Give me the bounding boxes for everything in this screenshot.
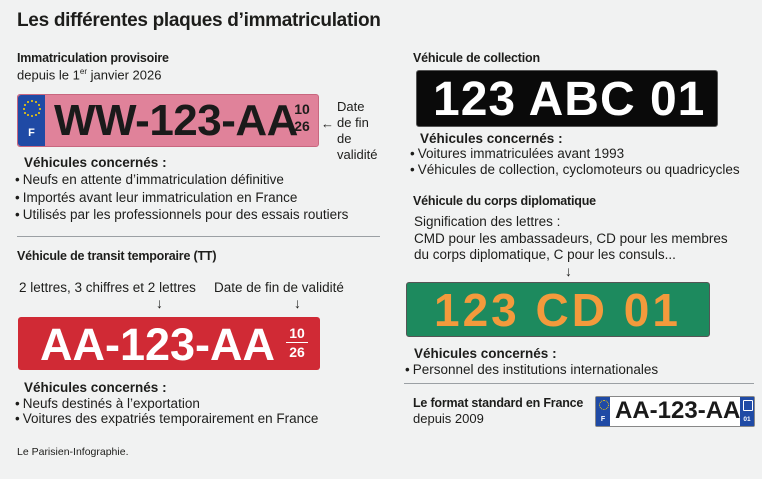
standard-plate: F AA-123-AA 01: [595, 396, 755, 427]
eu-stars-icon: [23, 100, 41, 117]
standard-heading: Le format standard en France: [413, 396, 584, 410]
list-item: Voitures des expatriés temporairement en…: [15, 411, 319, 426]
annotation-line: Date: [337, 99, 365, 114]
standard-since: depuis 2009: [413, 411, 484, 426]
diplomatique-list: Personnel des institutions international…: [405, 361, 658, 379]
provisoire-plate: F WW-123-AA 10 26: [17, 94, 319, 147]
provisoire-plate-number: WW-123-AA: [54, 96, 298, 145]
divider: [17, 236, 380, 237]
diplomatique-plate-number: 123 CD 01: [434, 284, 681, 336]
dept-number: 01: [743, 416, 751, 423]
list-item: Véhicules de collection, cyclomoteurs ou…: [410, 162, 740, 178]
list-item: Utilisés par les professionnels pour des…: [15, 206, 349, 224]
eu-band: F: [18, 95, 45, 146]
desc-line: CMD pour les ambassadeurs, CD pour les m…: [414, 230, 728, 246]
transit-heading: Véhicule de transit temporaire (TT): [17, 249, 217, 263]
arrow-down-icon: ↓: [294, 295, 301, 311]
desc-line: Signification des lettres :: [414, 214, 561, 229]
transit-list: Neufs destinés à l’exportation Voitures …: [15, 396, 319, 426]
eu-letter: F: [28, 127, 35, 139]
arrow-down-icon: ↓: [565, 263, 572, 279]
standard-plate-number: AA-123-AA: [615, 397, 741, 424]
region-logo-icon: [743, 400, 753, 411]
eu-band: F: [596, 397, 610, 426]
date-year: 26: [294, 118, 310, 134]
divider: [404, 383, 754, 384]
diplomatique-concerned-label: Véhicules concernés :: [414, 346, 557, 361]
transit-plate-number: AA-123-AA: [40, 319, 276, 370]
collection-concerned-label: Véhicules concernés :: [420, 131, 563, 146]
provisoire-heading: Immatriculation provisoire: [17, 51, 169, 65]
desc-line: du corps diplomatique, C pour les consul…: [414, 247, 676, 262]
provisoire-since: depuis le 1er janvier 2026: [17, 67, 162, 83]
list-item: Personnel des institutions international…: [405, 361, 658, 379]
transit-label-right: Date de fin de validité: [214, 280, 344, 295]
transit-label-left: 2 lettres, 3 chiffres et 2 lettres: [19, 280, 196, 295]
date-month: 10: [294, 101, 310, 117]
eu-stars-icon: [599, 400, 609, 410]
transit-concerned-label: Véhicules concernés :: [24, 380, 167, 395]
collection-plate: 123 ABC 01: [416, 70, 718, 127]
collection-heading: Véhicule de collection: [413, 51, 540, 65]
annotation-line: de fin: [337, 115, 369, 130]
provisoire-list: Neufs en attente d’immatriculation défin…: [15, 171, 349, 224]
annotation-line: de: [337, 131, 352, 146]
date-year: 26: [289, 344, 305, 360]
date-month: 10: [286, 324, 308, 343]
list-item: Voitures immatriculées avant 1993: [410, 146, 740, 162]
list-item: Neufs destinés à l’exportation: [15, 396, 318, 411]
arrow-left-icon: ←: [321, 116, 334, 131]
diplomatique-plate: 123 CD 01: [406, 282, 710, 337]
arrow-down-icon: ↓: [156, 295, 163, 311]
page-title: Les différentes plaques d’immatriculatio…: [17, 10, 381, 31]
dept-band: 01: [740, 397, 754, 426]
provisoire-date: 10 26: [293, 101, 311, 135]
transit-date: 10 26: [286, 324, 308, 361]
transit-plate: AA-123-AA 10 26: [18, 317, 320, 370]
source-credit: Le Parisien-Infographie.: [17, 446, 129, 458]
list-item: Neufs en attente d’immatriculation défin…: [15, 171, 348, 189]
collection-list: Voitures immatriculées avant 1993 Véhicu…: [410, 146, 740, 178]
provisoire-concerned-label: Véhicules concernés :: [24, 155, 167, 170]
annotation-line: validité: [337, 147, 378, 162]
collection-plate-number: 123 ABC 01: [433, 73, 706, 126]
diplomatique-desc: Signification des lettres : CMD pour les…: [414, 214, 728, 264]
diplomatique-heading: Véhicule du corps diplomatique: [413, 194, 596, 208]
eu-letter: F: [600, 416, 606, 423]
list-item: Importés avant leur immatriculation en F…: [15, 189, 348, 207]
